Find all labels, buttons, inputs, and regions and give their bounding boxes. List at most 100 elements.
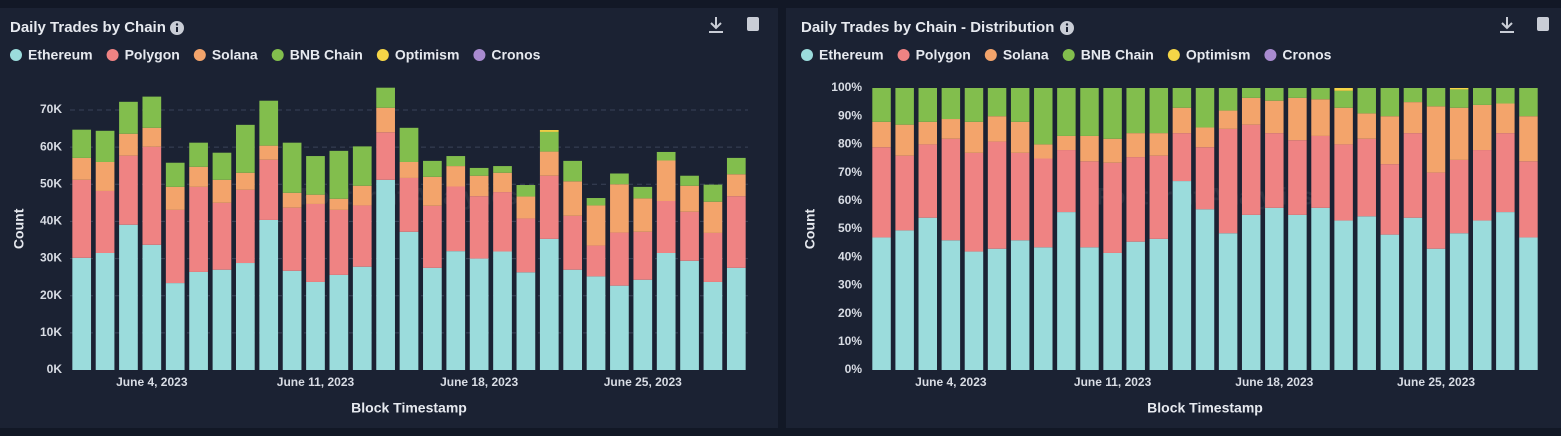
bar-segment	[352, 185, 372, 206]
bar-segment	[259, 100, 279, 146]
legend-label: Cronos	[491, 47, 540, 63]
bar-segment	[423, 205, 442, 268]
bar-segment	[703, 281, 723, 370]
bar-segment	[656, 151, 676, 161]
bar-segment	[586, 205, 606, 246]
bar-segment	[1172, 107, 1192, 134]
bar-segment	[1357, 138, 1376, 217]
bar-segment	[1241, 88, 1261, 98]
bar-segment	[1288, 88, 1307, 98]
bar-segment	[680, 211, 699, 261]
bar-segment	[1380, 234, 1400, 370]
bar-segment	[941, 138, 961, 241]
download-icon[interactable]	[709, 17, 723, 33]
bar-segment	[423, 160, 442, 177]
bar-segment	[1334, 90, 1353, 108]
bar-segment	[1403, 133, 1423, 218]
bar-segment	[446, 186, 466, 252]
bar-segment	[95, 130, 115, 162]
y-tick-label: 20%	[838, 306, 862, 320]
legend-marker	[376, 49, 389, 61]
bar-segment	[189, 166, 208, 187]
bar-segment	[1103, 138, 1122, 163]
bar-segment	[941, 240, 961, 370]
bar-segment	[235, 263, 255, 370]
legend-marker	[271, 49, 284, 61]
bar-segment	[516, 196, 536, 219]
bar-segment	[1080, 135, 1099, 162]
bar-segment	[329, 274, 349, 370]
bar-segment	[895, 230, 914, 370]
bar-segment	[1380, 88, 1400, 117]
bar-segment	[1241, 97, 1261, 125]
bar-segment	[1473, 88, 1492, 105]
bar-segment	[633, 231, 653, 280]
bar-segment	[142, 146, 162, 245]
x-axis-title: Block Timestamp	[351, 400, 467, 416]
bar-segment	[119, 101, 138, 134]
bar-segment	[1010, 88, 1030, 122]
y-tick-label: 10K	[40, 325, 62, 339]
bar-segment	[726, 267, 746, 370]
download-icon[interactable]	[1500, 17, 1514, 33]
bar-segment	[329, 209, 349, 275]
bar-segment	[563, 215, 583, 270]
bar-segment	[1103, 88, 1122, 139]
bar-segment	[1311, 99, 1330, 136]
y-tick-label: 60%	[838, 193, 862, 207]
bar-segment	[329, 150, 349, 199]
bar-segment	[964, 88, 984, 122]
legend-label: Optimism	[395, 47, 460, 63]
bar-segment	[119, 133, 138, 156]
bar-segment	[964, 121, 984, 153]
bar-segment	[1288, 214, 1307, 370]
bar-segment	[656, 160, 676, 201]
bar-segment	[516, 185, 536, 197]
bar-segment	[1080, 161, 1099, 248]
legend-marker	[1264, 49, 1277, 61]
y-tick-label: 90%	[838, 108, 862, 122]
bar-segment	[1334, 88, 1353, 91]
bar-segment	[586, 198, 606, 206]
info-icon[interactable]	[170, 21, 184, 35]
bar-segment	[1172, 181, 1192, 370]
bar-segment	[726, 157, 746, 175]
api-icon[interactable]	[747, 17, 759, 31]
bar-segment	[1403, 217, 1423, 370]
bar-segment	[399, 161, 419, 178]
bar-segment	[423, 267, 442, 370]
x-tick-label: June 11, 2023	[277, 375, 355, 389]
bar-segment	[872, 147, 891, 238]
bar-segment	[703, 232, 723, 282]
bar-segment	[1449, 107, 1469, 160]
y-tick-label: 50K	[40, 176, 62, 190]
bar-segment	[1288, 140, 1307, 215]
x-tick-label: June 18, 2023	[440, 375, 518, 389]
bar-segment	[259, 219, 279, 370]
bar-segment	[539, 175, 559, 239]
bar-segment	[72, 157, 92, 180]
bar-segment	[306, 194, 325, 204]
bar-segment	[399, 127, 419, 162]
bar-segment	[282, 142, 302, 193]
y-tick-label: 100%	[831, 80, 862, 94]
bar-segment	[872, 88, 891, 122]
info-icon[interactable]	[1060, 21, 1074, 35]
bar-segment	[212, 152, 232, 180]
bar-segment	[1496, 103, 1515, 134]
bar-segment	[306, 281, 325, 370]
bar-segment	[964, 152, 984, 252]
bar-segment	[165, 186, 185, 210]
bar-segment	[1241, 124, 1261, 215]
api-icon[interactable]	[1537, 17, 1549, 31]
bar-segment	[119, 224, 138, 370]
bar-segment	[656, 200, 676, 253]
bar-segment	[586, 276, 606, 370]
bar-segment	[895, 155, 914, 231]
bar-segment	[872, 121, 891, 148]
y-axis-title: Count	[11, 208, 27, 249]
bar-segment	[95, 190, 115, 253]
bar-segment	[376, 132, 395, 180]
bar-segment	[1010, 240, 1030, 370]
